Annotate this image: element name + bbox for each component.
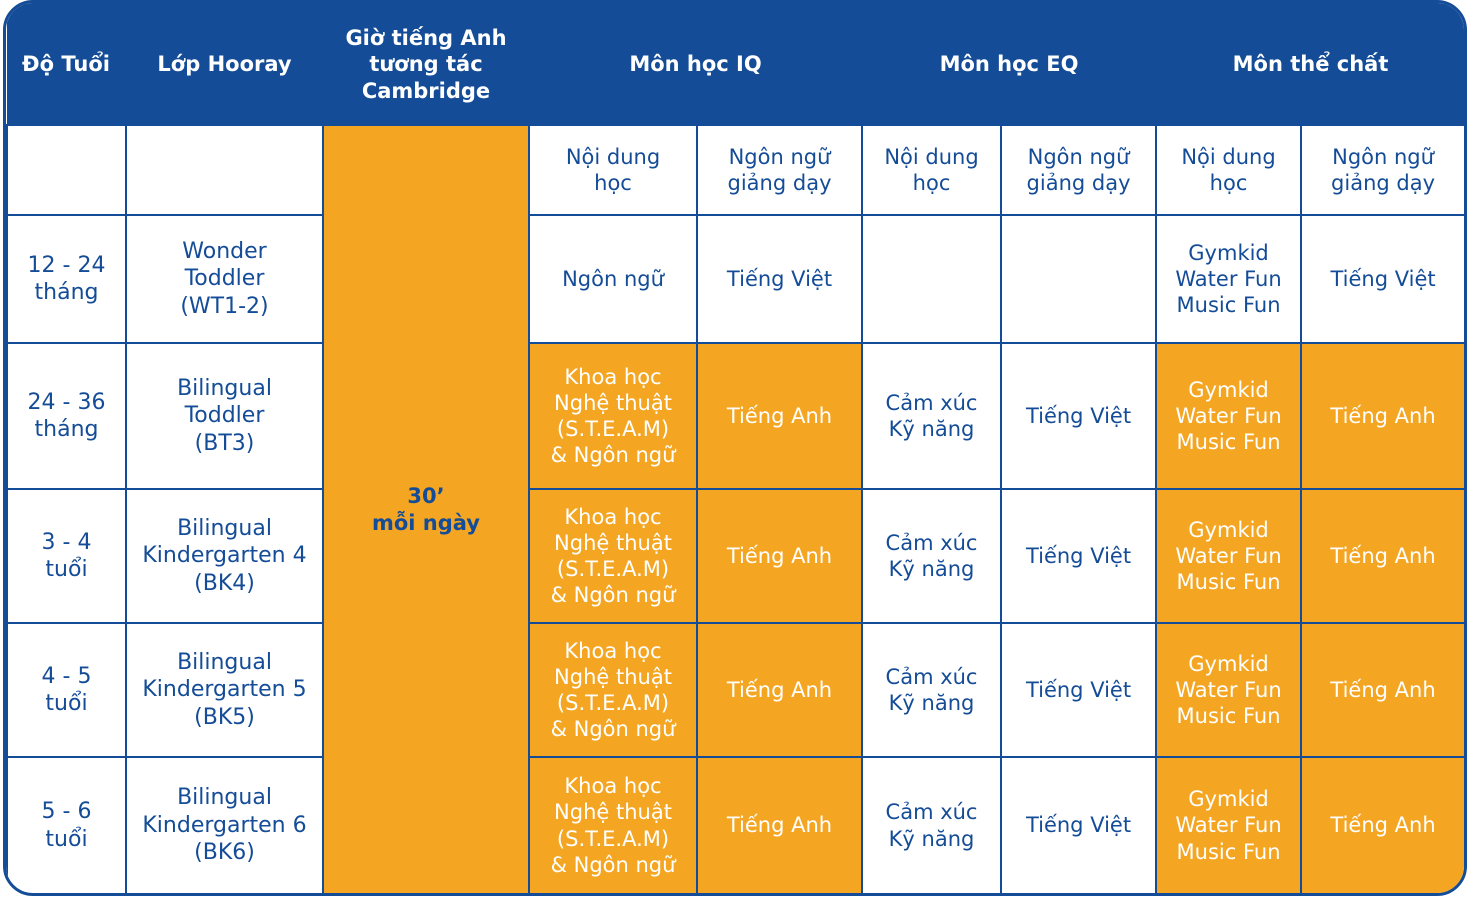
age-cell: 5 - 6 tuổi bbox=[6, 756, 127, 893]
iq-content-cell: Khoa học Nghệ thuật (S.T.E.A.M) & Ngôn n… bbox=[528, 756, 698, 893]
table-row: 24 - 36 tháng Bilingual Toddler (BT3) Kh… bbox=[6, 342, 1464, 490]
eq-language-cell: Tiếng Việt bbox=[1000, 756, 1158, 893]
pe-language-cell: Tiếng Anh bbox=[1300, 756, 1464, 893]
pe-content-cell: Gymkid Water Fun Music Fun bbox=[1155, 342, 1303, 490]
eq-language-cell bbox=[1000, 214, 1158, 344]
sub-pe-content: Nội dung học bbox=[1155, 124, 1303, 216]
class-cell: Wonder Toddler (WT1-2) bbox=[125, 214, 324, 344]
pe-language-cell: Tiếng Việt bbox=[1300, 214, 1464, 344]
iq-content-cell: Khoa học Nghệ thuật (S.T.E.A.M) & Ngôn n… bbox=[528, 488, 698, 624]
iq-content-cell: Khoa học Nghệ thuật (S.T.E.A.M) & Ngôn n… bbox=[528, 622, 698, 758]
table-row: 12 - 24 tháng Wonder Toddler (WT1-2) Ngô… bbox=[6, 214, 1464, 344]
sub-class-empty bbox=[125, 124, 324, 216]
pe-content-cell: Gymkid Water Fun Music Fun bbox=[1155, 756, 1303, 893]
header-class: Lớp Hooray bbox=[125, 3, 324, 126]
eq-content-cell: Cảm xúc Kỹ năng bbox=[861, 622, 1003, 758]
sub-iq-language: Ngôn ngữ giảng dạy bbox=[695, 124, 864, 216]
table-row: 4 - 5 tuổi Bilingual Kindergarten 5 (BK5… bbox=[6, 622, 1464, 758]
header-age: Độ Tuổi bbox=[7, 3, 127, 126]
pe-content-cell: Gymkid Water Fun Music Fun bbox=[1155, 622, 1303, 758]
sub-eq-content: Nội dung học bbox=[861, 124, 1003, 216]
iq-content-cell: Khoa học Nghệ thuật (S.T.E.A.M) & Ngôn n… bbox=[528, 342, 698, 490]
pe-content-cell: Gymkid Water Fun Music Fun bbox=[1155, 488, 1303, 624]
header-eq: Môn học EQ bbox=[861, 3, 1158, 126]
age-cell: 12 - 24 tháng bbox=[6, 214, 127, 344]
sub-pe-language: Ngôn ngữ giảng dạy bbox=[1300, 124, 1464, 216]
eq-content-cell: Cảm xúc Kỹ năng bbox=[861, 756, 1003, 893]
age-cell: 4 - 5 tuổi bbox=[6, 622, 127, 758]
class-cell: Bilingual Kindergarten 5 (BK5) bbox=[125, 622, 324, 758]
sub-eq-language: Ngôn ngữ giảng dạy bbox=[1000, 124, 1158, 216]
header-iq: Môn học IQ bbox=[527, 3, 864, 126]
eq-content-cell bbox=[861, 214, 1003, 344]
table-row: 3 - 4 tuổi Bilingual Kindergarten 4 (BK4… bbox=[6, 488, 1464, 624]
class-cell: Bilingual Toddler (BT3) bbox=[125, 342, 324, 490]
eq-content-cell: Cảm xúc Kỹ năng bbox=[861, 488, 1003, 624]
age-cell: 24 - 36 tháng bbox=[6, 342, 127, 490]
age-cell: 3 - 4 tuổi bbox=[6, 488, 127, 624]
english-hours-cell: 30’ mỗi ngày bbox=[322, 124, 530, 893]
header-english: Giờ tiếng Anh tương tác Cambridge bbox=[322, 3, 530, 126]
sub-iq-content: Nội dung học bbox=[528, 124, 698, 216]
eq-language-cell: Tiếng Việt bbox=[1000, 488, 1158, 624]
eq-language-cell: Tiếng Việt bbox=[1000, 342, 1158, 490]
sub-age-empty bbox=[6, 124, 127, 216]
schedule-table: Độ Tuổi Lớp Hooray Giờ tiếng Anh tương t… bbox=[6, 3, 1464, 893]
iq-language-cell: Tiếng Việt bbox=[695, 214, 864, 344]
header-row: Độ Tuổi Lớp Hooray Giờ tiếng Anh tương t… bbox=[7, 3, 1464, 126]
iq-content-cell: Ngôn ngữ bbox=[528, 214, 698, 344]
pe-content-cell: Gymkid Water Fun Music Fun bbox=[1155, 214, 1303, 344]
iq-language-cell: Tiếng Anh bbox=[695, 756, 864, 893]
subheader-row: 30’ mỗi ngày Nội dung học Ngôn ngữ giảng… bbox=[6, 124, 1464, 893]
iq-language-cell: Tiếng Anh bbox=[695, 622, 864, 758]
pe-language-cell: Tiếng Anh bbox=[1300, 622, 1464, 758]
iq-language-cell: Tiếng Anh bbox=[695, 342, 864, 490]
eq-language-cell: Tiếng Việt bbox=[1000, 622, 1158, 758]
table-row: 5 - 6 tuổi Bilingual Kindergarten 6 (BK6… bbox=[6, 756, 1464, 893]
schedule-frame: Độ Tuổi Lớp Hooray Giờ tiếng Anh tương t… bbox=[3, 0, 1467, 896]
pe-language-cell: Tiếng Anh bbox=[1300, 342, 1464, 490]
iq-language-cell: Tiếng Anh bbox=[695, 488, 864, 624]
header-pe: Môn thể chất bbox=[1155, 3, 1464, 126]
pe-language-cell: Tiếng Anh bbox=[1300, 488, 1464, 624]
class-cell: Bilingual Kindergarten 6 (BK6) bbox=[125, 756, 324, 893]
class-cell: Bilingual Kindergarten 4 (BK4) bbox=[125, 488, 324, 624]
eq-content-cell: Cảm xúc Kỹ năng bbox=[861, 342, 1003, 490]
